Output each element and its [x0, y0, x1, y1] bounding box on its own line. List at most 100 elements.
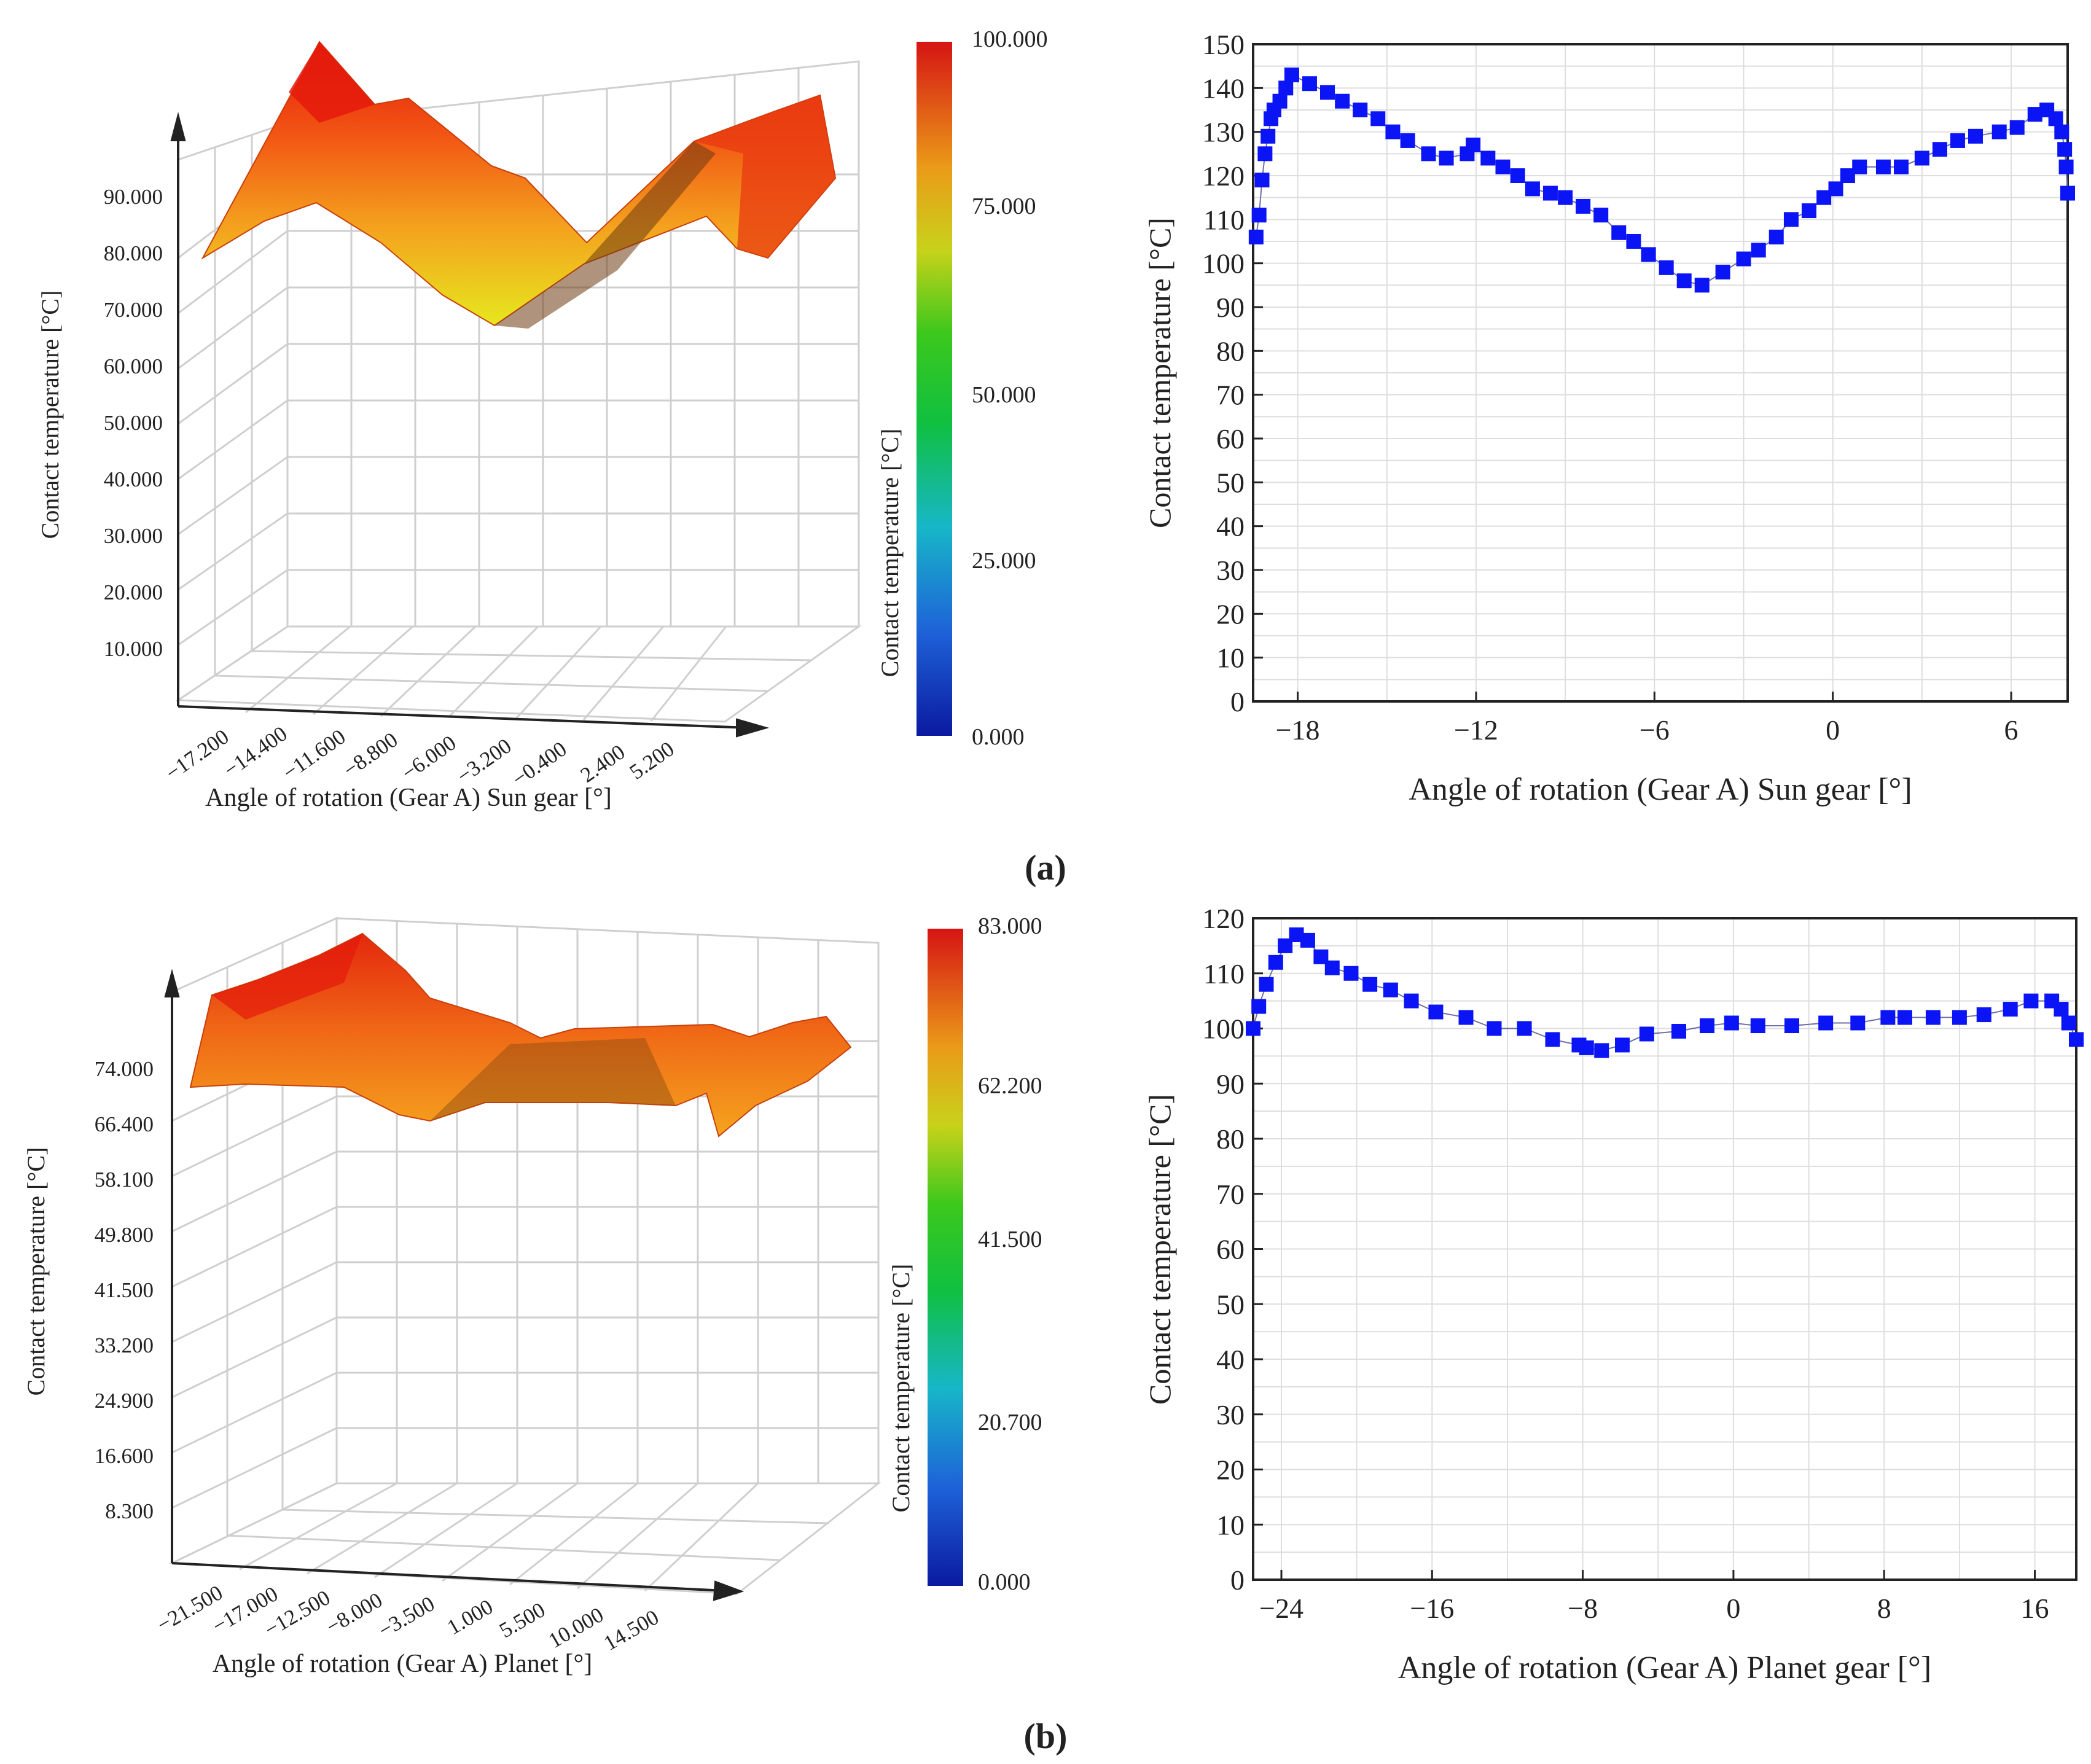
data-point	[1466, 138, 1481, 153]
data-point	[1950, 133, 1965, 148]
data-point	[1404, 993, 1419, 1009]
y-tick-label: 110	[1203, 204, 1245, 235]
panel-b-scatter-chart: 0 10 20 30 40 50 60 70 80 90 100 110 120 −24 −16 −8 0 8 1…	[1143, 903, 2084, 1685]
x-axis-label: Angle of rotation (Gear A) Planet [°]	[213, 1650, 593, 1678]
x-axis-label: Angle of rotation (Gear A) Sun gear [°]	[1409, 772, 1912, 807]
colorbar-tick: 75.000	[972, 193, 1036, 219]
data-point	[2048, 111, 2063, 127]
colorbar-gradient	[928, 929, 963, 1586]
z-tick: 8.300	[105, 1499, 154, 1523]
z-tick-labels: 10.000 20.000 30.000 40.000 50.000 60.00…	[104, 185, 163, 661]
x-tick: −14.400	[219, 722, 291, 782]
z-tick: 24.900	[95, 1389, 154, 1413]
x-tick-label: −18	[1276, 714, 1320, 746]
data-point	[1251, 208, 1267, 223]
colorbar: 100.000 75.000 50.000 25.000 0.000 Conta…	[876, 26, 1048, 750]
z-tick: 60.000	[104, 354, 163, 378]
x-tick: 14.500	[600, 1605, 663, 1655]
z-tick: 20.000	[104, 580, 163, 604]
data-point	[1699, 1018, 1714, 1034]
y-tick-label: 90	[1216, 1068, 1245, 1099]
x-tick: −6.000	[397, 731, 461, 785]
data-point	[1914, 150, 1929, 166]
z-tick: 33.200	[95, 1333, 154, 1357]
z-tick: 16.600	[95, 1444, 154, 1468]
y-tick-label: 150	[1202, 29, 1245, 60]
data-point	[1783, 212, 1799, 227]
data-point	[1370, 111, 1386, 127]
y-tick-label: 40	[1216, 1344, 1245, 1375]
x-tick-label: 6	[2004, 714, 2019, 746]
y-tick-label: 20	[1216, 1454, 1245, 1486]
x-axis-label: Angle of rotation (Gear A) Planet gear […	[1398, 1650, 1931, 1685]
data-point	[2003, 1002, 2018, 1017]
data-point	[1925, 1010, 1941, 1025]
data-point	[1284, 67, 1299, 82]
data-point	[1659, 260, 1674, 275]
x-tick-label: −12	[1454, 714, 1498, 746]
data-point	[1641, 247, 1656, 262]
z-tick: 40.000	[104, 467, 163, 491]
y-tick-label: 60	[1216, 1234, 1245, 1265]
data-point	[1246, 1021, 1260, 1036]
data-point	[1615, 1037, 1630, 1053]
data-point	[1893, 159, 1909, 174]
data-point	[1715, 264, 1730, 279]
series-line	[1253, 934, 2077, 1052]
z-tick: 58.100	[95, 1168, 154, 1192]
data-point	[1272, 93, 1288, 109]
data-point	[1852, 159, 1867, 174]
data-points	[1248, 67, 2075, 293]
y-tick-label: 70	[1216, 1179, 1245, 1210]
data-point	[1750, 1018, 1765, 1034]
y-tick-label: 50	[1216, 467, 1245, 498]
data-point	[1593, 208, 1609, 223]
y-tick-label: 130	[1202, 117, 1245, 148]
data-point	[1300, 932, 1315, 948]
colorbar-tick: 83.000	[978, 913, 1042, 939]
z-tick: 66.400	[95, 1112, 154, 1136]
colorbar-tick: 20.700	[978, 1410, 1042, 1435]
data-point	[1302, 76, 1317, 92]
colorbar-label: Contact temperature [°C]	[887, 1264, 915, 1513]
data-point	[1676, 273, 1692, 289]
data-point	[1736, 251, 1751, 267]
x-tick-label: −24	[1259, 1593, 1303, 1624]
x-tick: −8.000	[322, 1588, 386, 1639]
y-axis-label: Contact temperature [°C]	[1143, 217, 1177, 528]
z-axis	[170, 112, 186, 706]
x-tick: 5.500	[495, 1598, 549, 1642]
x-tick-label: 0	[1826, 714, 1840, 746]
x-axis	[178, 705, 770, 738]
y-tick-label: 10	[1216, 1509, 1245, 1540]
data-point	[1724, 1015, 1739, 1031]
x-tick: −17.200	[161, 725, 233, 785]
data-point	[1362, 977, 1378, 992]
data-point	[1991, 124, 2007, 139]
x-tick-labels: −24 −16 −8 0 8 16	[1259, 1570, 2049, 1624]
x-tick-labels: −17.200 −14.400 −11.600 −8.800 −6.000 −3…	[161, 722, 678, 791]
x-tick-labels: −21.500 −17.000 −12.500 −8.000 −3.500 1.…	[153, 1580, 663, 1655]
y-tick-label: 80	[1216, 335, 1245, 367]
data-point	[1335, 93, 1350, 109]
data-point	[1545, 1032, 1560, 1047]
colorbar-tick: 62.200	[978, 1073, 1042, 1099]
panel-a-3d-surface-chart: 10.000 20.000 30.000 40.000 50.000 60.00…	[36, 26, 1048, 812]
panel-b-3d-surface-chart: 8.300 16.600 24.900 33.200 41.500 49.800…	[22, 913, 1042, 1678]
surface	[189, 932, 852, 1138]
data-point	[1932, 142, 1947, 157]
data-point	[1850, 1015, 1866, 1031]
data-point	[1525, 181, 1540, 197]
series-line	[1255, 74, 2068, 286]
data-point	[1458, 1010, 1474, 1025]
plot-frame	[1252, 43, 2069, 703]
x-tick: 10.000	[544, 1602, 608, 1653]
data-point	[1579, 1040, 1594, 1055]
data-point	[1251, 999, 1267, 1014]
y-tick-label: 100	[1202, 1013, 1245, 1045]
data-point	[1880, 1010, 1896, 1025]
y-tick-label: 140	[1202, 72, 1245, 104]
grid-floor	[175, 625, 862, 723]
data-point	[1495, 159, 1511, 174]
